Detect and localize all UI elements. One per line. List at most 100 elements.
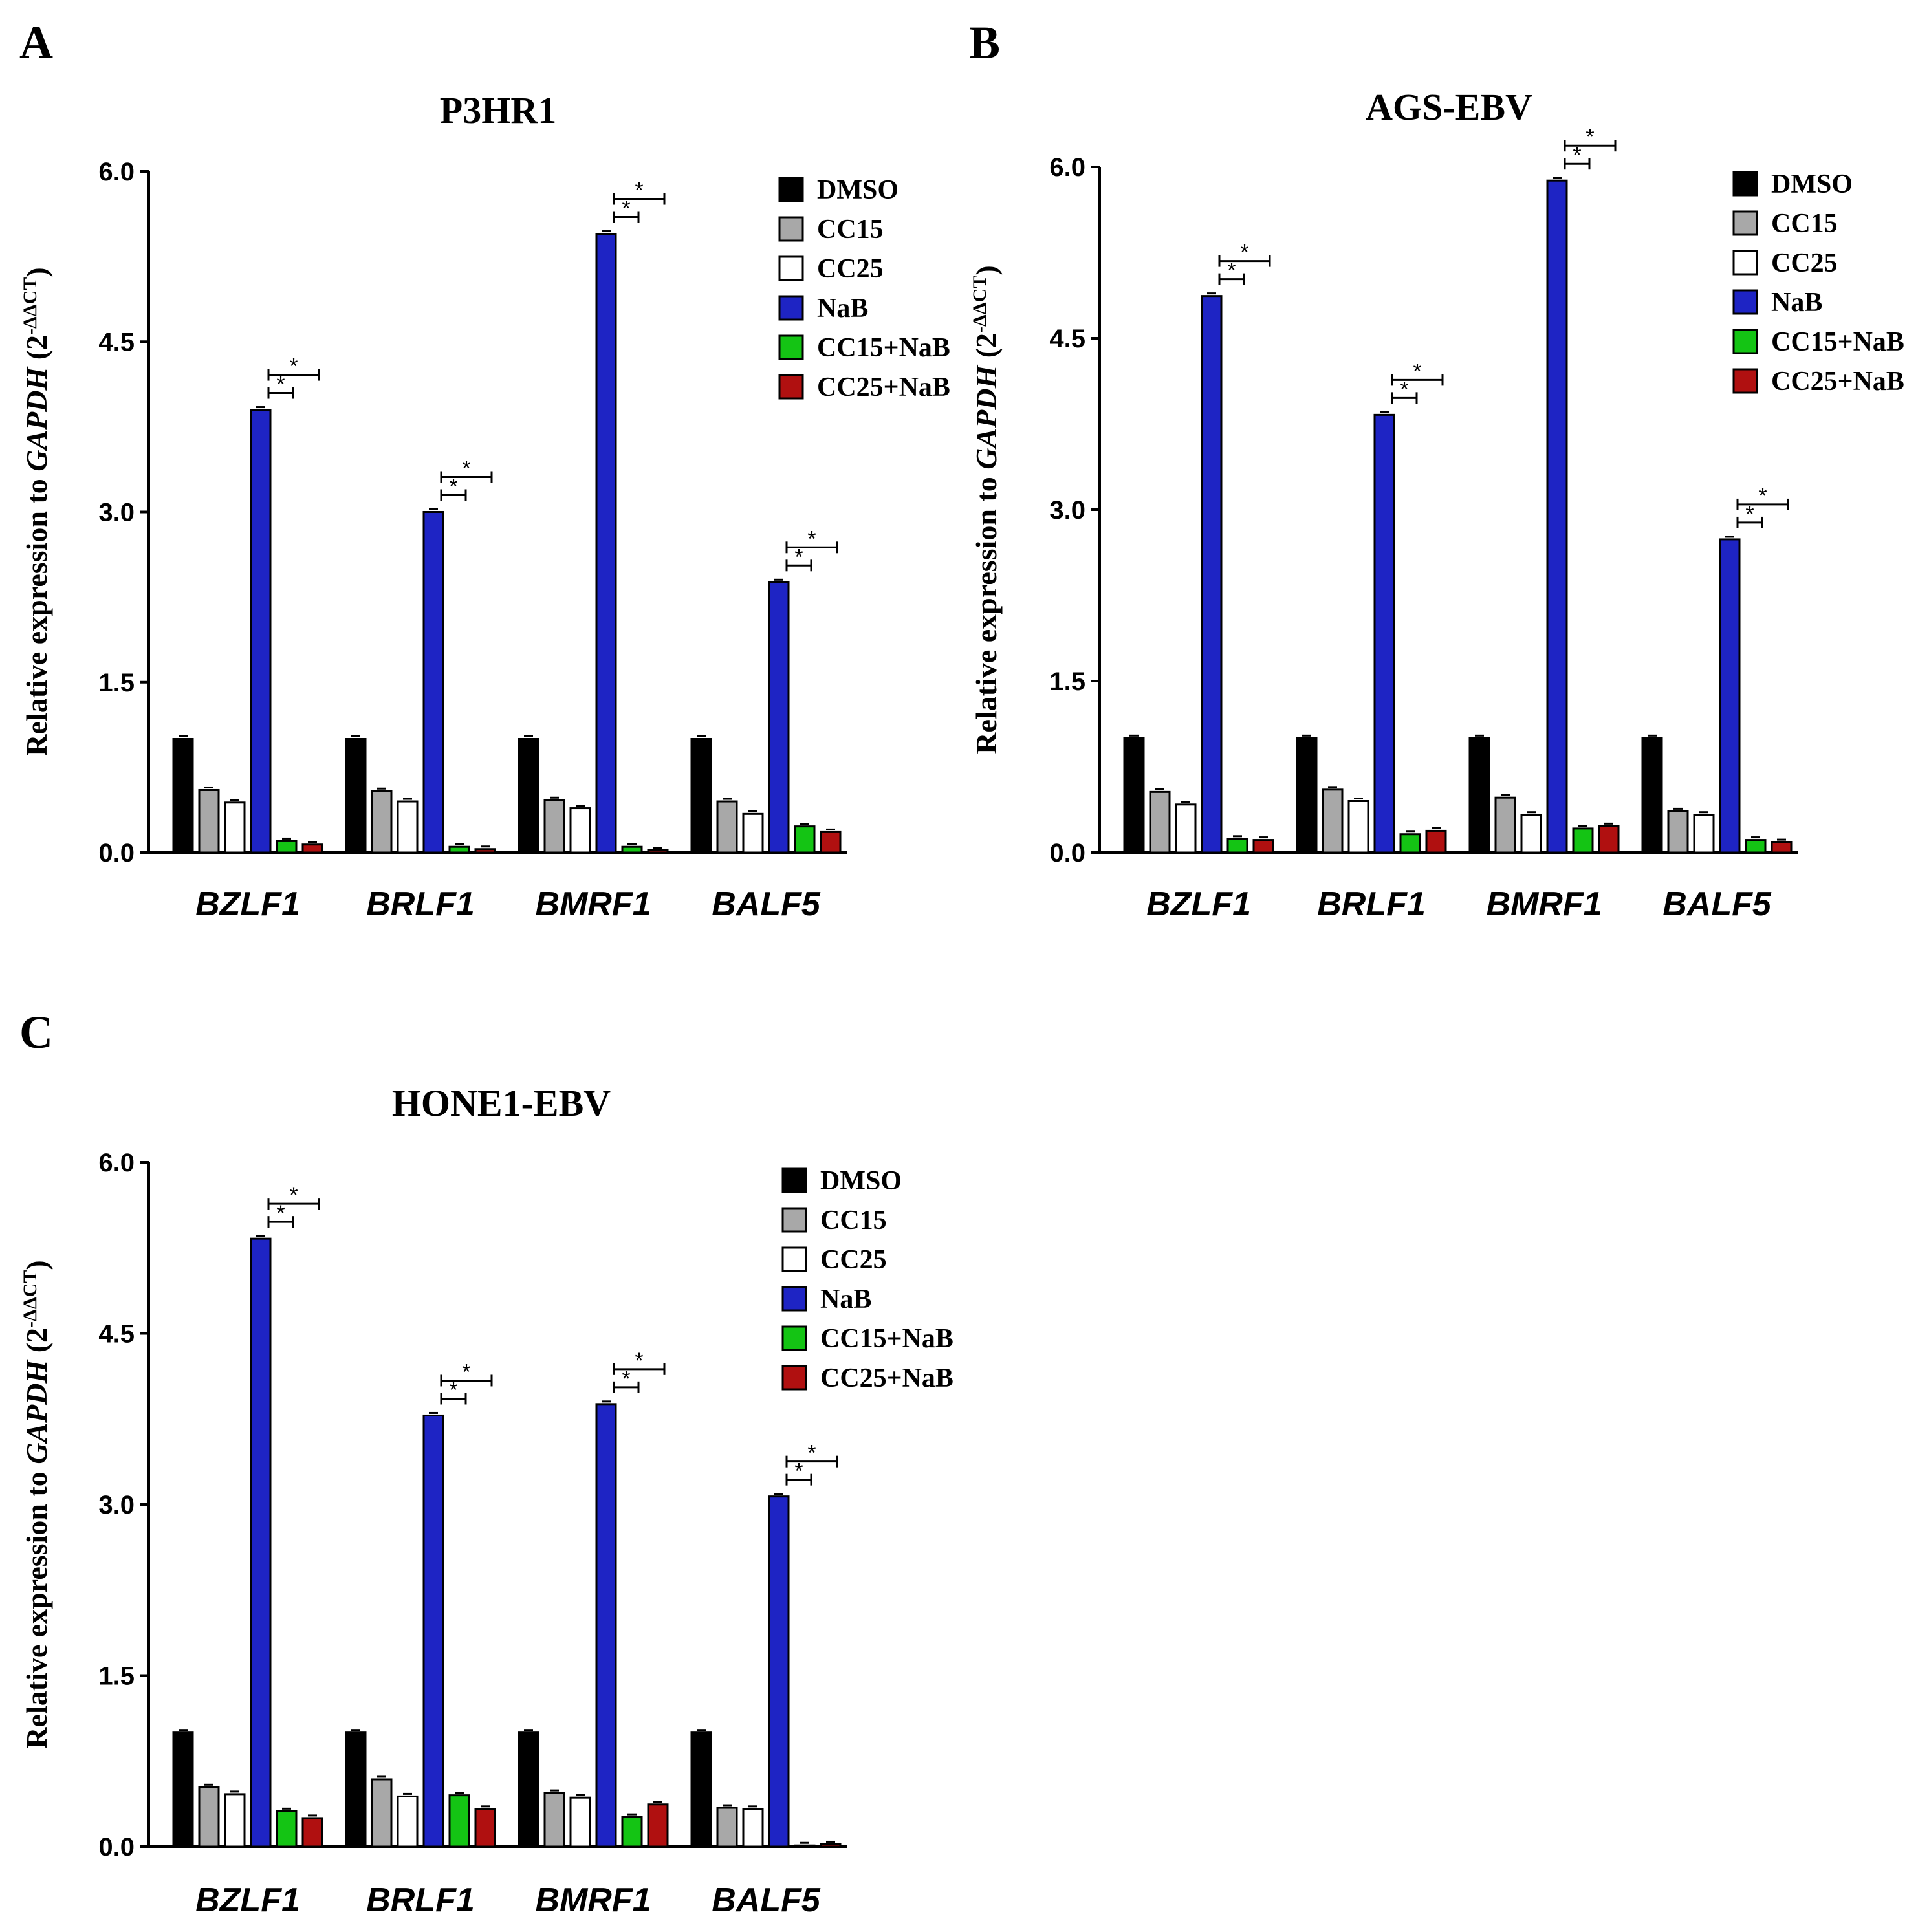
bar-bmrf1-cc15-nab [621, 1816, 643, 1848]
bar-bzlf1-cc25-nab [301, 843, 323, 854]
bar-balf5-cc15 [716, 1807, 738, 1848]
significance-star: * [276, 1201, 285, 1226]
category-label: BZLF1 [1146, 885, 1251, 923]
category-label: BMRF1 [535, 885, 651, 923]
bar-balf5-cc15-nab [794, 825, 816, 854]
legend-label: DMSO [1771, 169, 1853, 199]
category-label: BZLF1 [195, 1882, 300, 1919]
bar-brlf1-cc15 [1322, 788, 1344, 854]
bar-bmrf1-dmso [1468, 737, 1490, 854]
legend-label: CC15+NaB [820, 1324, 954, 1354]
significance-star: * [622, 197, 630, 221]
significance-star: * [1758, 484, 1767, 508]
bar-bzlf1-dmso [1123, 737, 1145, 854]
significance-star: * [276, 373, 285, 397]
category-label: BRLF1 [366, 885, 475, 923]
bar-balf5-cc25-nab [820, 1843, 842, 1848]
bar-bmrf1-dmso [518, 1731, 539, 1848]
y-tick-label: 1.5 [98, 669, 135, 697]
bar-bzlf1-cc15 [198, 788, 220, 854]
bar-brlf1-nab [422, 511, 444, 854]
y-axis-label-paren-close: ) [970, 265, 1003, 275]
bar-bzlf1-dmso [172, 1731, 194, 1848]
bar-brlf1-dmso [345, 738, 367, 854]
legend-label: CC15+NaB [817, 333, 950, 363]
bar-brlf1-cc25 [397, 1795, 419, 1848]
bar-balf5-cc15-nab [1745, 839, 1767, 854]
legend-swatch-nab [1732, 289, 1758, 315]
bar-bzlf1-cc25-nab [1252, 839, 1274, 854]
y-tick-label: 3.0 [1049, 496, 1085, 525]
y-tick-label: 4.5 [1049, 325, 1085, 353]
bar-balf5-nab [768, 1495, 790, 1848]
significance-star: * [622, 1367, 630, 1391]
bar-bzlf1-cc15-nab [1226, 838, 1248, 854]
y-tick-label: 6.0 [1049, 153, 1085, 182]
y-axis-label-prefix: Relative expression to [20, 472, 53, 756]
significance-star: * [449, 1378, 457, 1402]
chart-title: HONE1-EBV [392, 1082, 611, 1124]
bar-bmrf1-cc25-nab [647, 849, 669, 854]
bar-balf5-cc15 [716, 800, 738, 854]
significance-star: * [462, 457, 470, 481]
y-axis-label-gene: GAPDH [970, 365, 1003, 470]
legend-swatch-cc15-nab [1732, 329, 1758, 354]
bar-bmrf1-cc15 [543, 799, 565, 854]
bar-bzlf1-cc15-nab [276, 840, 298, 854]
significance-star: * [289, 1183, 298, 1208]
bar-bmrf1-cc25-nab [1598, 825, 1620, 854]
y-tick-label: 3.0 [98, 1491, 135, 1519]
legend-label: NaB [820, 1285, 871, 1314]
y-tick-label: 1.5 [98, 1662, 135, 1691]
y-tick-label: 4.5 [98, 1320, 135, 1349]
bar-bmrf1-cc15-nab [1572, 827, 1594, 854]
chart-panel-a: A P3HR1 0.0 1.5 3.0 4.5 6.0 Relative expression… [19, 17, 950, 923]
bar-bmrf1-cc15 [543, 1792, 565, 1848]
legend-swatch-cc15 [778, 216, 804, 242]
legend-label: CC25+NaB [817, 373, 950, 402]
bar-balf5-cc25-nab [1771, 841, 1793, 854]
y-axis-label-prefix: Relative expression to [970, 470, 1003, 754]
y-axis-label-superscript: -ΔΔCT [19, 1270, 41, 1328]
bar-balf5-cc25 [742, 812, 764, 854]
bar-bmrf1-cc15 [1494, 796, 1516, 854]
y-tick-label: 0.0 [98, 1833, 135, 1861]
bar-brlf1-cc15-nab [448, 845, 470, 854]
bar-bzlf1-cc25 [1175, 803, 1197, 854]
category-label: BALF5 [1662, 885, 1772, 923]
significance-star: * [794, 545, 803, 569]
legend-swatch-cc25 [1732, 250, 1758, 276]
chart-panel-b: B AGS-EBV 0.0 1.5 3.0 4.5 6.0 Relative expressi… [969, 17, 1904, 923]
legend-label: CC25 [817, 254, 884, 284]
bar-bzlf1-dmso [172, 738, 194, 854]
bar-bzlf1-nab [250, 409, 272, 854]
legend-label: CC15+NaB [1771, 327, 1904, 357]
legend-swatch-dmso [1732, 171, 1758, 197]
legend-swatch-cc25-nab [778, 374, 804, 400]
y-axis-label-superscript: -ΔΔCT [19, 277, 41, 335]
legend-label: CC15 [817, 215, 884, 244]
legend-label: CC15 [820, 1206, 887, 1235]
y-axis-label-prefix: Relative expression to [20, 1464, 53, 1749]
legend-label: CC25+NaB [820, 1363, 954, 1393]
category-label: BMRF1 [535, 1882, 651, 1919]
legend-label: NaB [1771, 288, 1822, 318]
significance-star: * [635, 179, 643, 203]
significance-star: * [1586, 125, 1594, 149]
significance-star: * [807, 1441, 816, 1466]
bar-bmrf1-cc25 [569, 1796, 591, 1848]
bar-brlf1-cc25-nab [474, 848, 496, 854]
significance-star: * [1240, 241, 1248, 265]
legend-swatch-cc15 [1732, 210, 1758, 236]
significance-star: * [289, 354, 298, 379]
legend-swatch-dmso [778, 177, 804, 202]
significance-star: * [807, 526, 816, 551]
bar-brlf1-cc25-nab [1425, 829, 1447, 854]
bar-brlf1-cc15-nab [1399, 833, 1421, 854]
significance-star: * [1400, 377, 1408, 402]
bar-brlf1-cc25 [1347, 800, 1369, 854]
chart-title: AGS-EBV [1366, 86, 1532, 128]
y-tick-label: 0.0 [1049, 839, 1085, 867]
legend-label: CC25 [1771, 248, 1838, 278]
